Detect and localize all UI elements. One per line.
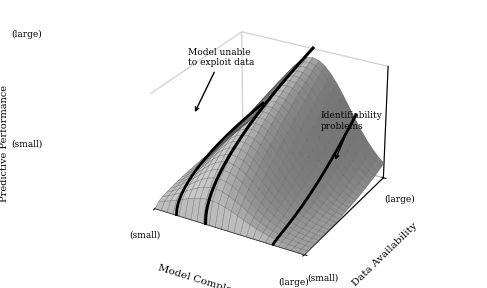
X-axis label: Model Complexity: Model Complexity bbox=[157, 263, 251, 288]
Text: (large): (large) bbox=[11, 30, 42, 39]
Text: Predictive Performance: Predictive Performance bbox=[0, 86, 9, 202]
Text: Model unable
to exploit data: Model unable to exploit data bbox=[188, 48, 255, 111]
Y-axis label: Data Availability: Data Availability bbox=[351, 221, 419, 288]
Text: (small): (small) bbox=[11, 139, 42, 149]
Text: Identifiability
problems: Identifiability problems bbox=[321, 111, 383, 158]
